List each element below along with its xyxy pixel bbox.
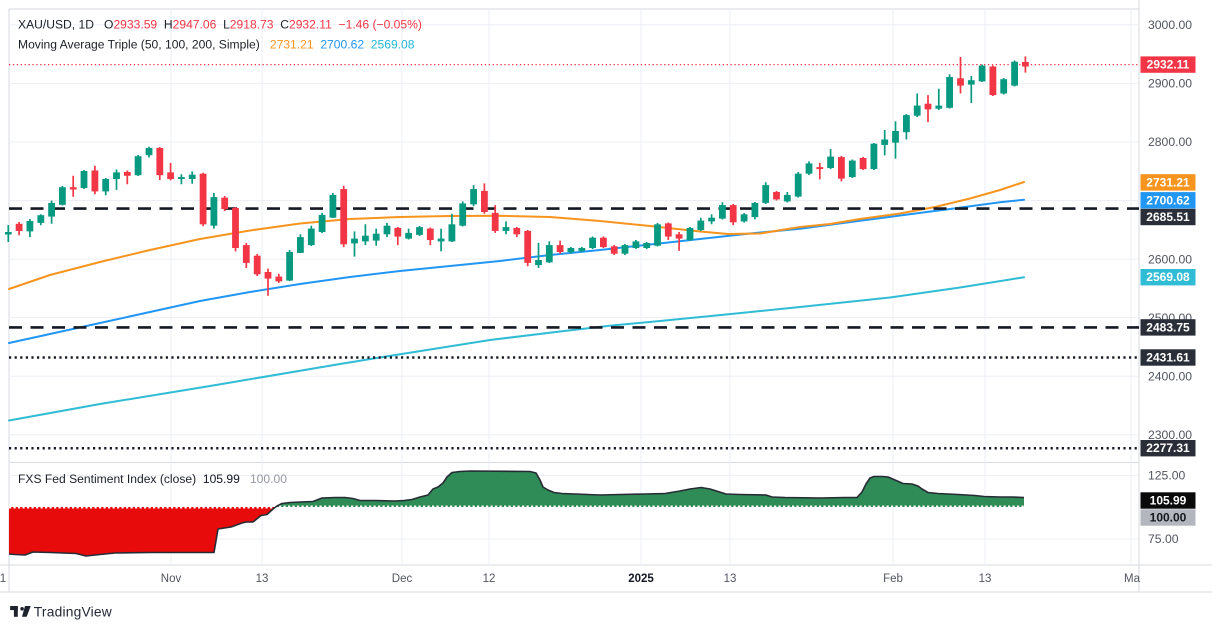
svg-text:125.00: 125.00 <box>1148 469 1185 483</box>
svg-text:1: 1 <box>0 573 6 585</box>
svg-text:2277.31: 2277.31 <box>1146 441 1190 455</box>
svg-text:2400.00: 2400.00 <box>1148 369 1192 383</box>
svg-text:2483.75: 2483.75 <box>1146 320 1190 334</box>
svg-text:13: 13 <box>724 573 737 585</box>
svg-text:2025: 2025 <box>628 573 654 585</box>
svg-text:2600.00: 2600.00 <box>1148 252 1192 266</box>
svg-text:TradingView: TradingView <box>34 605 112 620</box>
svg-text:2300.00: 2300.00 <box>1148 428 1192 442</box>
svg-text:100.00: 100.00 <box>1150 511 1187 525</box>
svg-text:Ma: Ma <box>1124 573 1141 585</box>
svg-text:3000.00: 3000.00 <box>1148 18 1192 32</box>
svg-text:12: 12 <box>483 573 496 585</box>
svg-text:Moving Average Triple (50, 100: Moving Average Triple (50, 100, 200, Sim… <box>18 37 415 51</box>
svg-text:2431.61: 2431.61 <box>1146 351 1190 365</box>
svg-text:75.00: 75.00 <box>1148 532 1179 546</box>
svg-text:13: 13 <box>256 573 269 585</box>
svg-text:2900.00: 2900.00 <box>1148 77 1192 91</box>
svg-text:2700.62: 2700.62 <box>1146 193 1190 207</box>
svg-text:2800.00: 2800.00 <box>1148 135 1192 149</box>
svg-text:Feb: Feb <box>883 573 903 585</box>
svg-text:105.99: 105.99 <box>1150 494 1187 508</box>
svg-text:Dec: Dec <box>392 573 413 585</box>
svg-text:13: 13 <box>979 573 992 585</box>
svg-text:2569.08: 2569.08 <box>1146 270 1190 284</box>
svg-text:XAU/USD, 1D O2933.59 H2947.: XAU/USD, 1D O2933.59 H2947.06 L2918.73 C… <box>18 18 422 32</box>
svg-text:2932.11: 2932.11 <box>1147 58 1190 72</box>
svg-text:2685.51: 2685.51 <box>1146 210 1190 224</box>
svg-text:Nov: Nov <box>161 573 182 585</box>
svg-text:2731.21: 2731.21 <box>1146 175 1190 189</box>
svg-text:FXS Fed Sentiment Index (close: FXS Fed Sentiment Index (close) 105.99 1… <box>18 472 287 486</box>
